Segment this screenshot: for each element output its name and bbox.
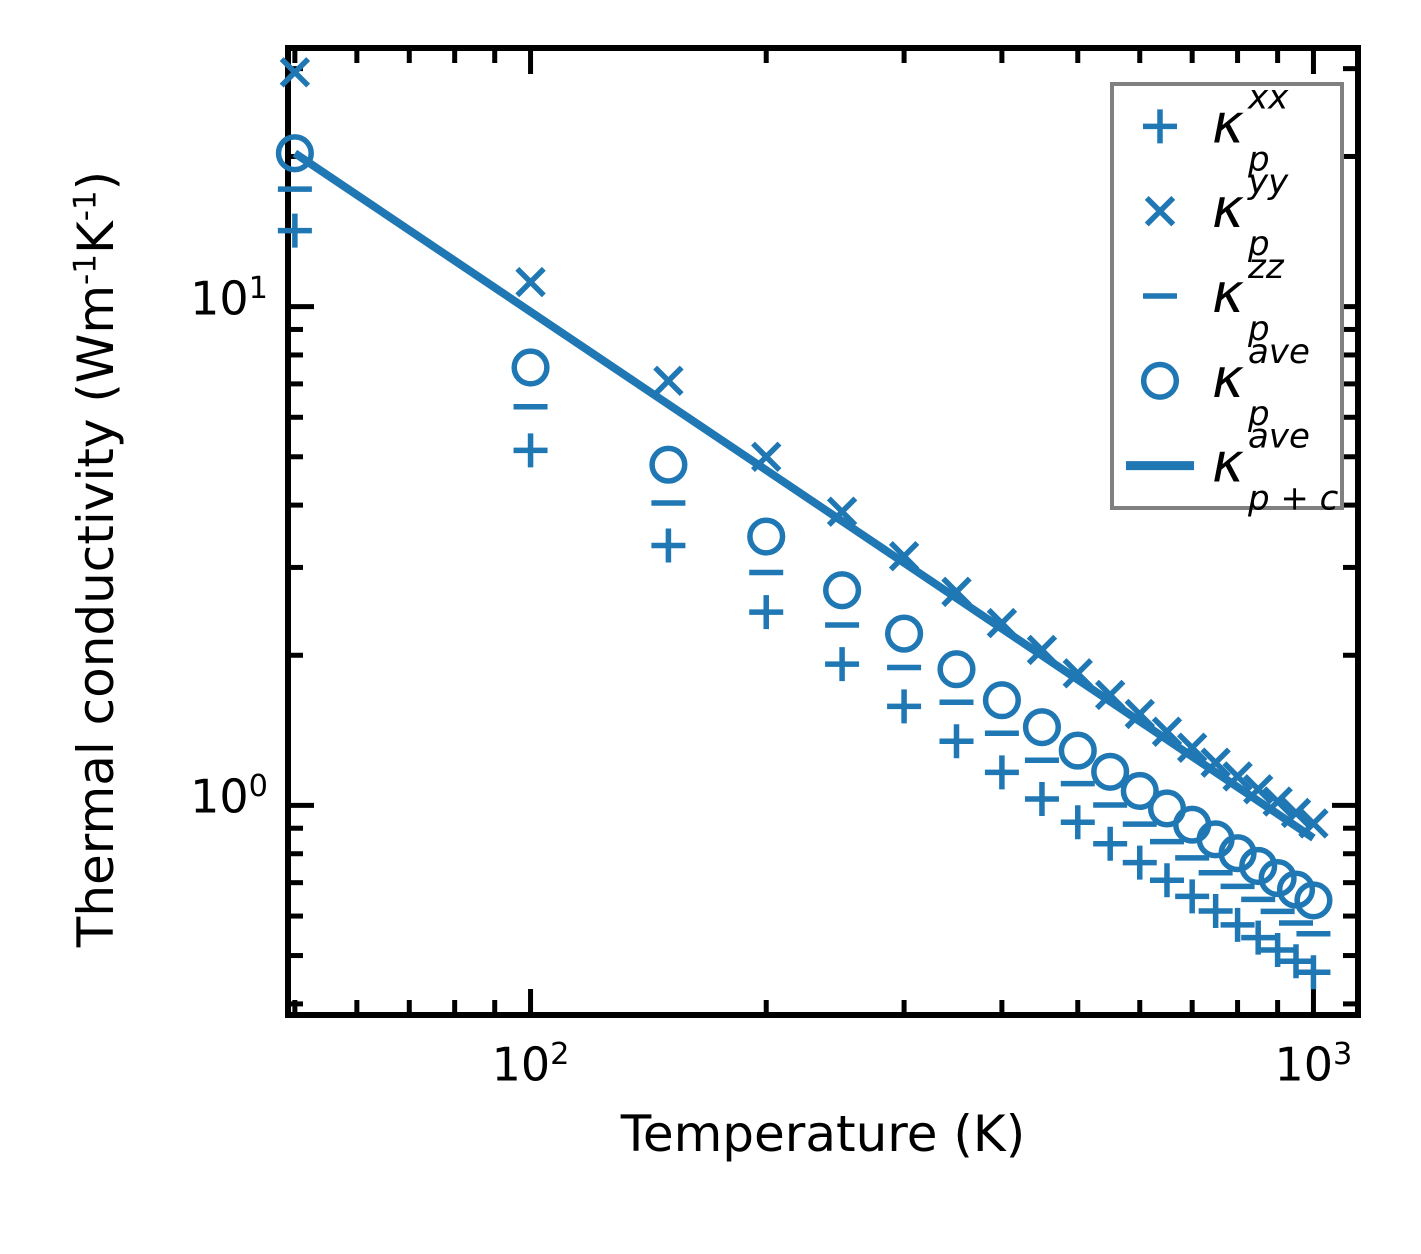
marker-cross: [279, 57, 311, 88]
marker-cross: [1222, 761, 1253, 792]
marker-plus: [887, 689, 922, 724]
marker-cross: [1062, 658, 1093, 689]
marker-plus: [1198, 894, 1233, 929]
series-markers-kappa-p-zz: [277, 186, 1331, 937]
legend-kappa-symbol: κ: [1212, 432, 1244, 495]
marker-plus: [825, 647, 860, 682]
marker-cross: [1026, 634, 1058, 666]
marker-circle: [511, 348, 550, 387]
marker-plus: [1024, 782, 1059, 817]
marker-cross: [1176, 732, 1208, 763]
marker-cross: [1151, 716, 1183, 747]
marker-plus: [1143, 109, 1177, 144]
marker-cross: [941, 576, 972, 608]
x-axis-label: Temperature (K): [620, 1105, 1026, 1163]
marker-cross: [653, 365, 684, 397]
series-markers-kappa-p-yy: [279, 57, 1329, 839]
marker-circle: [1294, 881, 1333, 920]
marker-cross: [1280, 797, 1312, 829]
series-markers-kappa-p-xx: [277, 213, 1331, 990]
marker-circle: [885, 614, 924, 653]
marker-circle: [1239, 846, 1278, 886]
marker-circle: [1091, 752, 1130, 791]
line-kappa-p-plus-c-ave: [292, 149, 1316, 842]
y-axis-label: Thermal conductivity (Wm-1K-1): [67, 170, 125, 948]
legend-kappa-symbol: κ: [1212, 177, 1244, 240]
marker-plus: [651, 528, 686, 563]
legend-superscript: xx: [1247, 77, 1289, 117]
marker-circle: [823, 571, 862, 610]
marker-cross: [1094, 679, 1126, 711]
legend-superscript: yy: [1247, 162, 1289, 202]
marker-circle: [649, 445, 688, 484]
marker-circle: [1120, 771, 1159, 811]
legend-subscript: p: [1247, 139, 1270, 179]
marker-cross: [1200, 747, 1231, 778]
marker-cross: [1242, 774, 1274, 805]
marker-plus: [277, 213, 312, 248]
legend-subscript: p: [1247, 309, 1270, 349]
marker-plus: [1220, 907, 1255, 942]
marker-circle: [1218, 834, 1257, 873]
marker-plus: [939, 724, 974, 759]
marker-plus: [1093, 826, 1128, 861]
marker-cross: [826, 496, 858, 527]
legend-kappa-symbol: κ: [1212, 347, 1244, 410]
marker-circle: [1140, 361, 1180, 400]
marker-plus: [749, 595, 784, 630]
marker-circle: [1022, 708, 1062, 747]
marker-plus: [1260, 932, 1295, 967]
marker-cross: [515, 266, 546, 298]
marker-plus: [984, 755, 1019, 790]
legend-kappa-symbol: κ: [1212, 262, 1244, 325]
marker-plus: [1149, 863, 1184, 898]
axes-ticks: [288, 48, 1358, 1015]
x-tick-label-0: 102: [491, 1037, 570, 1092]
series-line-kappa-p-plus-c-ave: [292, 149, 1316, 842]
marker-cross: [888, 540, 920, 572]
marker-circle: [747, 517, 786, 556]
marker-circle: [982, 681, 1021, 720]
marker-circle: [275, 134, 314, 173]
legend-kappa-symbol: κ: [1212, 92, 1244, 155]
legend-subscript: p: [1247, 224, 1270, 264]
marker-cross: [1262, 786, 1293, 817]
marker-plus: [1122, 845, 1157, 880]
marker-circle: [1058, 731, 1097, 770]
marker-plus: [1175, 879, 1210, 914]
series-markers-kappa-p-ave: [275, 134, 1333, 920]
marker-circle: [937, 650, 976, 689]
marker-cross: [1144, 195, 1176, 227]
legend-subscript: p: [1247, 394, 1270, 434]
marker-cross: [1298, 808, 1329, 839]
legend-subscript: p + c: [1247, 479, 1339, 519]
y-tick-label-1: 101: [190, 270, 268, 325]
marker-plus: [513, 433, 548, 468]
marker-cross: [986, 607, 1018, 639]
legend-superscript: ave: [1248, 332, 1310, 372]
x-tick-label-1: 103: [1274, 1037, 1353, 1092]
marker-plus: [1279, 944, 1314, 979]
marker-plus: [1060, 805, 1095, 840]
marker-plus: [1241, 920, 1276, 955]
legend-superscript: ave: [1248, 417, 1310, 457]
legend-superscript: zz: [1247, 247, 1285, 287]
marker-cross: [1124, 698, 1155, 730]
marker-cross: [751, 441, 782, 472]
y-tick-label-0: 100: [190, 769, 268, 824]
marker-plus: [1296, 955, 1331, 990]
y-axis-label-exponent-2: -1: [67, 190, 104, 222]
